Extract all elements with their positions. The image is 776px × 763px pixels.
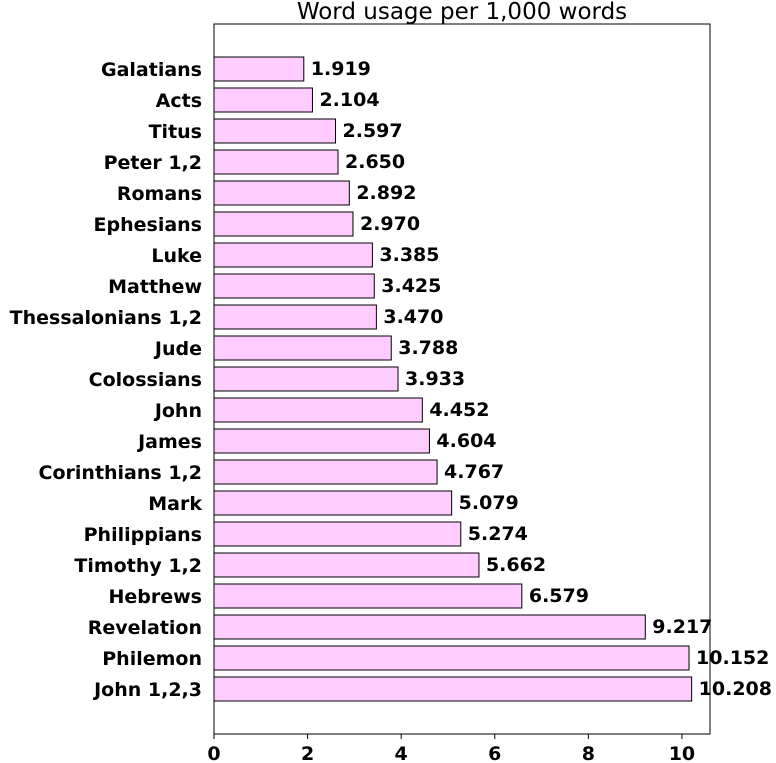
value-label: 4.604 [436,430,496,452]
value-label: 10.208 [699,678,772,700]
category-label: Philippians [84,524,202,546]
x-tick-label: 10 [669,743,695,763]
bar [213,211,354,237]
value-label: 2.892 [356,182,416,204]
value-label: 5.274 [468,523,528,545]
value-label: 3.788 [398,337,458,359]
value-label: 2.104 [319,89,379,111]
bar [213,645,690,671]
bar [213,304,377,330]
category-label: Galatians [101,59,202,81]
x-tick-label: 2 [301,743,314,763]
value-label: 2.650 [345,151,405,173]
bar [213,676,693,702]
value-label: 9.217 [652,616,712,638]
value-label: 4.767 [444,461,504,483]
x-axis: 0 2 4 6 8 10 [207,734,695,763]
bar [213,490,453,516]
category-label: Philemon [102,648,202,670]
value-label: 3.425 [381,275,441,297]
x-tick-label: 8 [582,743,595,763]
bar [213,149,339,175]
category-label: Colossians [89,369,202,391]
value-label: 10.152 [696,647,769,669]
bar [213,335,392,361]
x-tick-label: 4 [395,743,408,763]
bar [213,273,375,299]
value-label: 2.970 [360,213,420,235]
bars-group: Galatians 1.919 Acts 2.104 Titus 2.597 Peter 1… [10,56,772,702]
category-label: John [153,400,202,422]
bar [213,552,480,578]
bar [213,614,646,640]
category-label: Peter 1,2 [104,152,202,174]
bar [213,428,430,454]
category-label: James [136,431,202,453]
category-label: Mark [148,493,202,515]
bar [213,366,399,392]
category-label: Acts [156,90,202,112]
value-label: 4.452 [429,399,489,421]
value-label: 6.579 [529,585,589,607]
bar [213,521,462,547]
value-label: 1.919 [311,58,371,80]
category-label: Ephesians [94,214,202,236]
bar [213,459,438,485]
value-label: 5.079 [459,492,519,514]
bar [213,180,350,206]
category-label: Jude [153,338,202,360]
value-label: 3.385 [379,244,439,266]
bar [213,397,423,423]
value-label: 3.470 [383,306,443,328]
bar [213,583,523,609]
category-label: Luke [151,245,202,267]
value-label: 3.933 [405,368,465,390]
category-label: Matthew [108,276,202,298]
category-label: John 1,2,3 [92,679,202,701]
category-label: Revelation [88,617,202,639]
category-label: Timothy 1,2 [74,555,202,577]
category-label: Romans [117,183,202,205]
value-label: 5.662 [486,554,546,576]
x-tick-label: 6 [488,743,501,763]
bar [213,87,313,113]
category-label: Titus [149,121,202,143]
category-label: Corinthians 1,2 [39,462,202,484]
category-label: Hebrews [108,586,202,608]
value-label: 2.597 [343,120,403,142]
bar [213,118,337,144]
chart-title: Word usage per 1,000 words [297,0,627,25]
x-tick-label: 0 [207,743,220,763]
category-label: Thessalonians 1,2 [10,307,202,329]
bar [213,56,305,82]
bar [213,242,373,268]
